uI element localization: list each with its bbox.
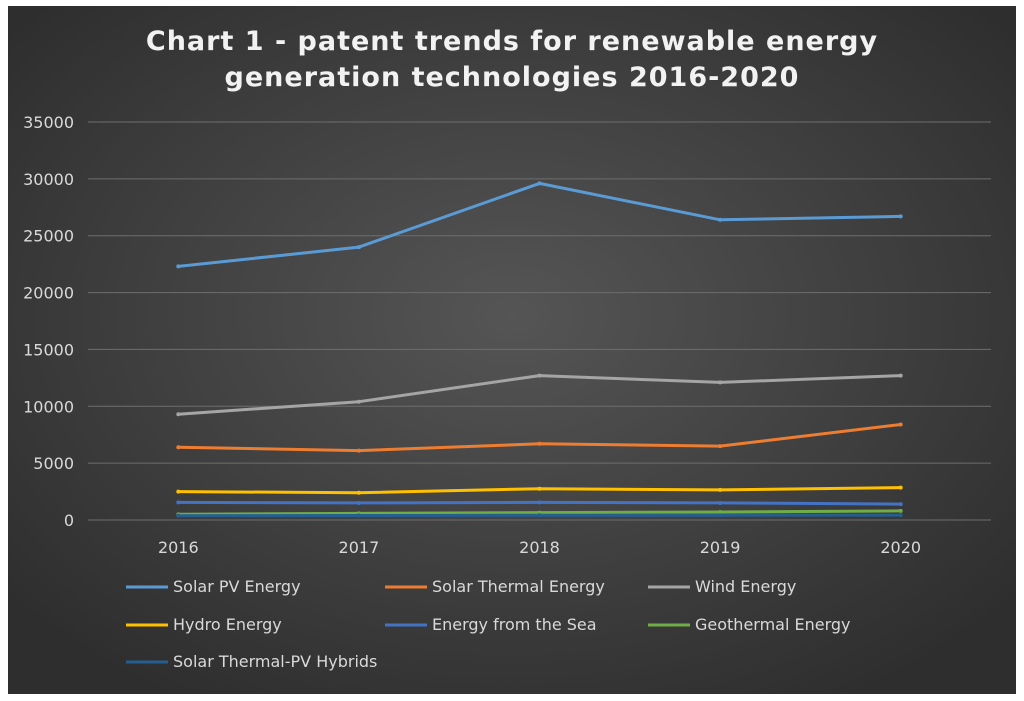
data-point xyxy=(718,510,723,515)
y-axis-tick-labels: 0 5000 10000 15000 20000 25000 30000 35000 xyxy=(23,113,74,530)
y-tick-label: 30000 xyxy=(23,170,74,189)
data-point xyxy=(718,500,723,505)
legend-entry: Energy from the Sea xyxy=(385,615,597,634)
chart-background xyxy=(8,6,1016,694)
data-point xyxy=(718,487,723,492)
data-point xyxy=(176,445,181,450)
data-point xyxy=(898,214,903,219)
legend-entry: Hydro Energy xyxy=(126,615,282,634)
x-tick-label: 2019 xyxy=(700,538,741,557)
gridlines xyxy=(88,121,991,521)
data-point xyxy=(718,217,723,222)
legend: Solar PV Energy Solar Thermal Energy Wind … xyxy=(126,577,851,671)
y-tick-label: 15000 xyxy=(23,340,74,359)
data-point xyxy=(356,245,361,250)
data-point xyxy=(537,513,542,518)
chart-title-line-2: generation technologies 2016-2020 xyxy=(225,62,800,93)
x-tick-label: 2018 xyxy=(519,538,560,557)
x-axis-tick-labels: 2016 2017 2018 2019 2020 xyxy=(158,538,921,557)
legend-entry: Geothermal Energy xyxy=(648,615,851,634)
legend-entry: Solar Thermal-PV Hybrids xyxy=(126,652,377,671)
x-tick-label: 2016 xyxy=(158,538,199,557)
data-point xyxy=(898,508,903,513)
data-point xyxy=(537,486,542,491)
legend-label: Energy from the Sea xyxy=(432,615,597,634)
data-point xyxy=(356,513,361,518)
legend-entry: Solar PV Energy xyxy=(126,577,301,596)
legend-entry: Solar Thermal Energy xyxy=(385,577,605,596)
y-tick-label: 35000 xyxy=(23,113,74,132)
y-tick-label: 20000 xyxy=(23,284,74,303)
data-point xyxy=(898,513,903,518)
line-chart: Chart 1 - patent trends for renewable en… xyxy=(8,6,1016,694)
data-point xyxy=(537,500,542,505)
legend-label: Wind Energy xyxy=(695,577,796,596)
data-point xyxy=(898,373,903,378)
data-point xyxy=(176,489,181,494)
x-tick-label: 2020 xyxy=(880,538,921,557)
data-point xyxy=(718,444,723,449)
y-tick-label: 5000 xyxy=(33,454,74,473)
legend-label: Solar Thermal Energy xyxy=(432,577,605,596)
data-point xyxy=(537,181,542,186)
data-point xyxy=(718,380,723,385)
y-tick-label: 25000 xyxy=(23,227,74,246)
data-point xyxy=(718,513,723,518)
data-point xyxy=(356,399,361,404)
data-point xyxy=(356,490,361,495)
data-point xyxy=(176,513,181,518)
x-tick-label: 2017 xyxy=(339,538,380,557)
data-point xyxy=(537,373,542,378)
data-point xyxy=(176,500,181,505)
chart-frame: Chart 1 - patent trends for renewable en… xyxy=(8,6,1016,694)
data-point xyxy=(356,500,361,505)
legend-label: Geothermal Energy xyxy=(695,615,851,634)
data-point xyxy=(176,412,181,417)
data-point xyxy=(898,502,903,507)
legend-label: Solar PV Energy xyxy=(173,577,301,596)
legend-label: Hydro Energy xyxy=(173,615,282,634)
series-lines xyxy=(176,181,903,518)
y-tick-label: 0 xyxy=(64,511,74,530)
data-point xyxy=(537,441,542,446)
data-point xyxy=(898,485,903,490)
data-point xyxy=(176,264,181,269)
data-point xyxy=(356,448,361,453)
chart-title-line-1: Chart 1 - patent trends for renewable en… xyxy=(146,26,878,57)
y-tick-label: 10000 xyxy=(23,397,74,416)
legend-label: Solar Thermal-PV Hybrids xyxy=(173,652,377,671)
data-point xyxy=(898,422,903,427)
legend-entry: Wind Energy xyxy=(648,577,796,596)
